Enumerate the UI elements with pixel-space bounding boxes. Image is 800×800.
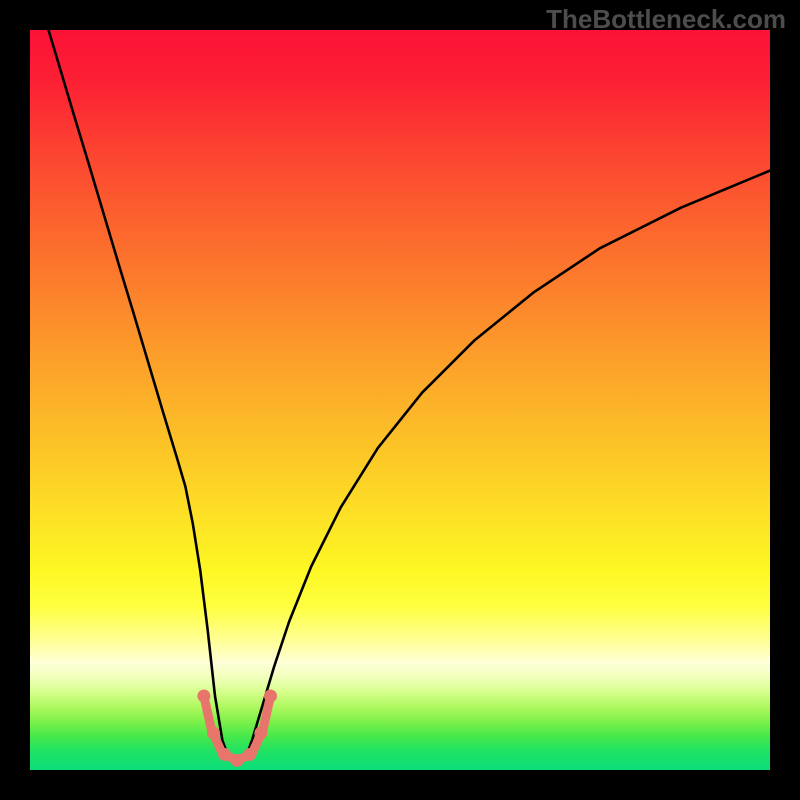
plot-frame [30, 30, 770, 770]
chart-stage: TheBottleneck.com [0, 0, 800, 800]
